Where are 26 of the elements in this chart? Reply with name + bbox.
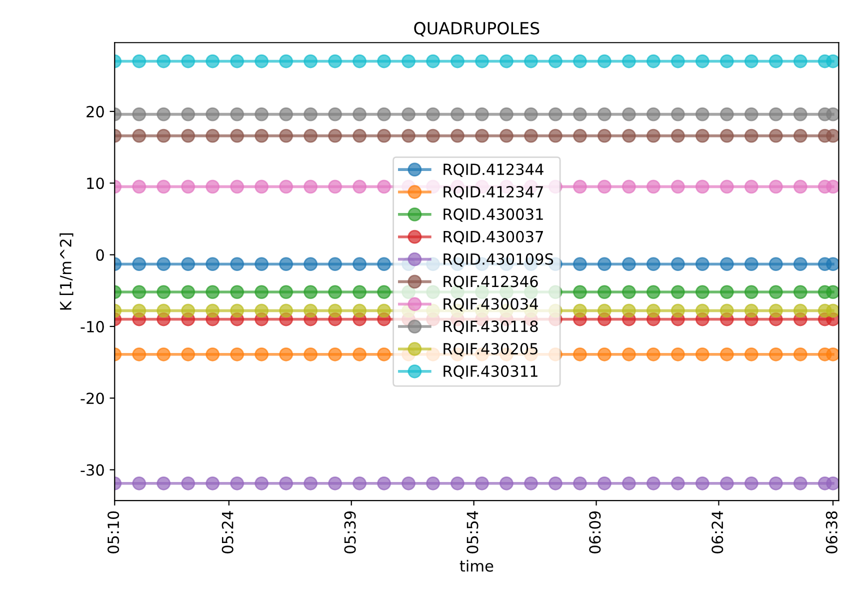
y-tick-label: -10 bbox=[80, 320, 104, 332]
chart-title: QUADRUPOLES bbox=[414, 22, 540, 36]
y-tick-label: -20 bbox=[80, 392, 104, 404]
legend-label: RQIF.430311 bbox=[444, 365, 538, 379]
y-tick-label: 10 bbox=[87, 178, 104, 190]
x-axis-title: time bbox=[460, 560, 494, 572]
y-tick-label: 20 bbox=[86, 106, 104, 118]
legend-label: RQID.430031 bbox=[444, 208, 543, 222]
x-tick-label: 06:38 bbox=[826, 511, 838, 554]
legend-label: RQIF.430034 bbox=[444, 298, 538, 312]
x-tick-label: 05:39 bbox=[344, 511, 356, 554]
y-tick-label: 0 bbox=[96, 249, 104, 261]
legend-label: RQIF.430118 bbox=[444, 320, 538, 334]
x-tick-label: 05:54 bbox=[466, 511, 478, 554]
y-axis-title: K [1/m^2] bbox=[60, 233, 74, 310]
x-tick-label: 05:10 bbox=[108, 511, 120, 554]
x-tick-label: 05:24 bbox=[222, 511, 234, 554]
x-tick-label: 06:09 bbox=[589, 511, 601, 554]
legend-label: RQIF.430205 bbox=[444, 342, 538, 356]
legend-label: RQID.430109S bbox=[444, 253, 554, 267]
legend-label: RQID.430037 bbox=[444, 230, 543, 244]
legend-label: RQIF.412346 bbox=[444, 276, 538, 290]
legend-label: RQID.412344 bbox=[444, 164, 544, 177]
legend-label: RQID.412347 bbox=[444, 186, 543, 200]
x-tick-label: 06:24 bbox=[712, 511, 724, 554]
y-tick-label: -30 bbox=[80, 464, 104, 476]
